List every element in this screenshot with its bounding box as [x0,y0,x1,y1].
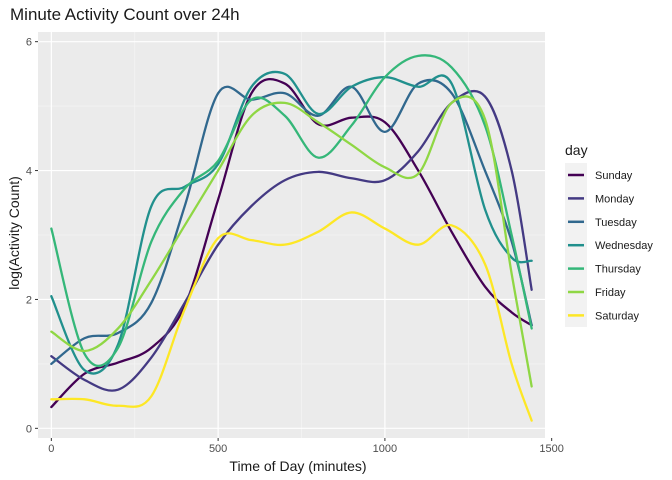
x-tick-label: 500 [209,443,227,455]
legend-label-wednesday: Wednesday [595,240,653,252]
axis-ticks: 0 500 1000 1500 0 2 4 6 [26,37,564,455]
y-tick-label: 4 [26,166,32,178]
legend-label-friday: Friday [595,287,626,299]
legend-label-monday: Monday [595,193,635,205]
series-line-wednesday [50,70,533,375]
y-tick-label: 0 [26,423,32,435]
y-tick-label: 2 [26,294,32,306]
series-line-tuesday [50,78,533,366]
series-line-thursday [50,54,533,368]
series-line-monday [50,89,533,392]
series-lines [50,54,533,422]
y-axis-label: log(Activity Count) [6,176,22,290]
grid-lines [38,32,553,438]
x-tick-label: 1000 [373,443,397,455]
legend-title: day [565,142,588,158]
legend-label-saturday: Saturday [595,310,640,322]
chart-title: Minute Activity Count over 24h [10,5,240,24]
x-tick-label: 1500 [539,443,563,455]
legend: day Sunday Monday Tuesday Wednesday Thursday… [565,142,653,327]
series-line-sunday [50,78,533,409]
series-line-saturday [50,211,533,422]
y-tick-label: 6 [26,37,32,49]
series-line-friday [50,95,533,388]
legend-label-tuesday: Tuesday [595,217,637,229]
x-tick-label: 0 [48,443,54,455]
x-axis-label: Time of Day (minutes) [229,458,366,474]
legend-label-sunday: Sunday [595,170,633,182]
legend-label-thursday: Thursday [595,264,641,276]
